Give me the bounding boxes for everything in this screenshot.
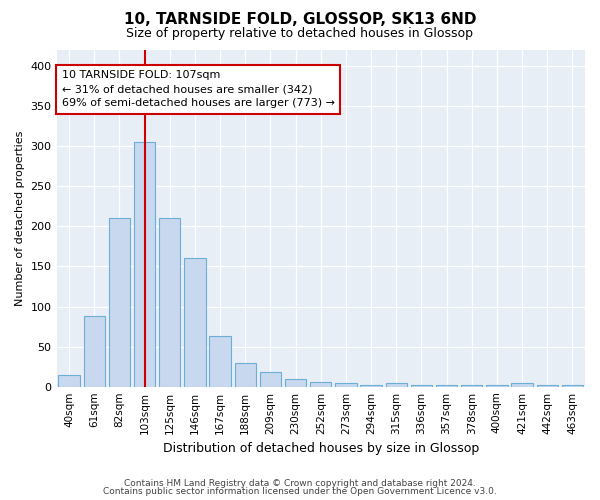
Bar <box>461 385 482 386</box>
Bar <box>209 336 231 386</box>
Bar <box>386 384 407 386</box>
Bar <box>536 385 558 386</box>
Bar <box>134 142 155 386</box>
Bar <box>260 372 281 386</box>
Bar <box>335 384 356 386</box>
Bar <box>184 258 206 386</box>
Bar <box>58 374 80 386</box>
Bar <box>411 385 432 386</box>
Bar <box>159 218 181 386</box>
Bar <box>310 382 331 386</box>
Bar <box>285 378 307 386</box>
Text: 10 TARNSIDE FOLD: 107sqm
← 31% of detached houses are smaller (342)
69% of semi-: 10 TARNSIDE FOLD: 107sqm ← 31% of detach… <box>62 70 335 108</box>
Bar <box>109 218 130 386</box>
Bar <box>361 385 382 386</box>
Text: Size of property relative to detached houses in Glossop: Size of property relative to detached ho… <box>127 28 473 40</box>
Text: Contains public sector information licensed under the Open Government Licence v3: Contains public sector information licen… <box>103 487 497 496</box>
Bar <box>436 385 457 386</box>
Text: Contains HM Land Registry data © Crown copyright and database right 2024.: Contains HM Land Registry data © Crown c… <box>124 478 476 488</box>
Y-axis label: Number of detached properties: Number of detached properties <box>15 130 25 306</box>
Bar <box>486 385 508 386</box>
X-axis label: Distribution of detached houses by size in Glossop: Distribution of detached houses by size … <box>163 442 479 455</box>
Text: 10, TARNSIDE FOLD, GLOSSOP, SK13 6ND: 10, TARNSIDE FOLD, GLOSSOP, SK13 6ND <box>124 12 476 28</box>
Bar <box>83 316 105 386</box>
Bar <box>235 362 256 386</box>
Bar <box>562 385 583 386</box>
Bar <box>511 384 533 386</box>
